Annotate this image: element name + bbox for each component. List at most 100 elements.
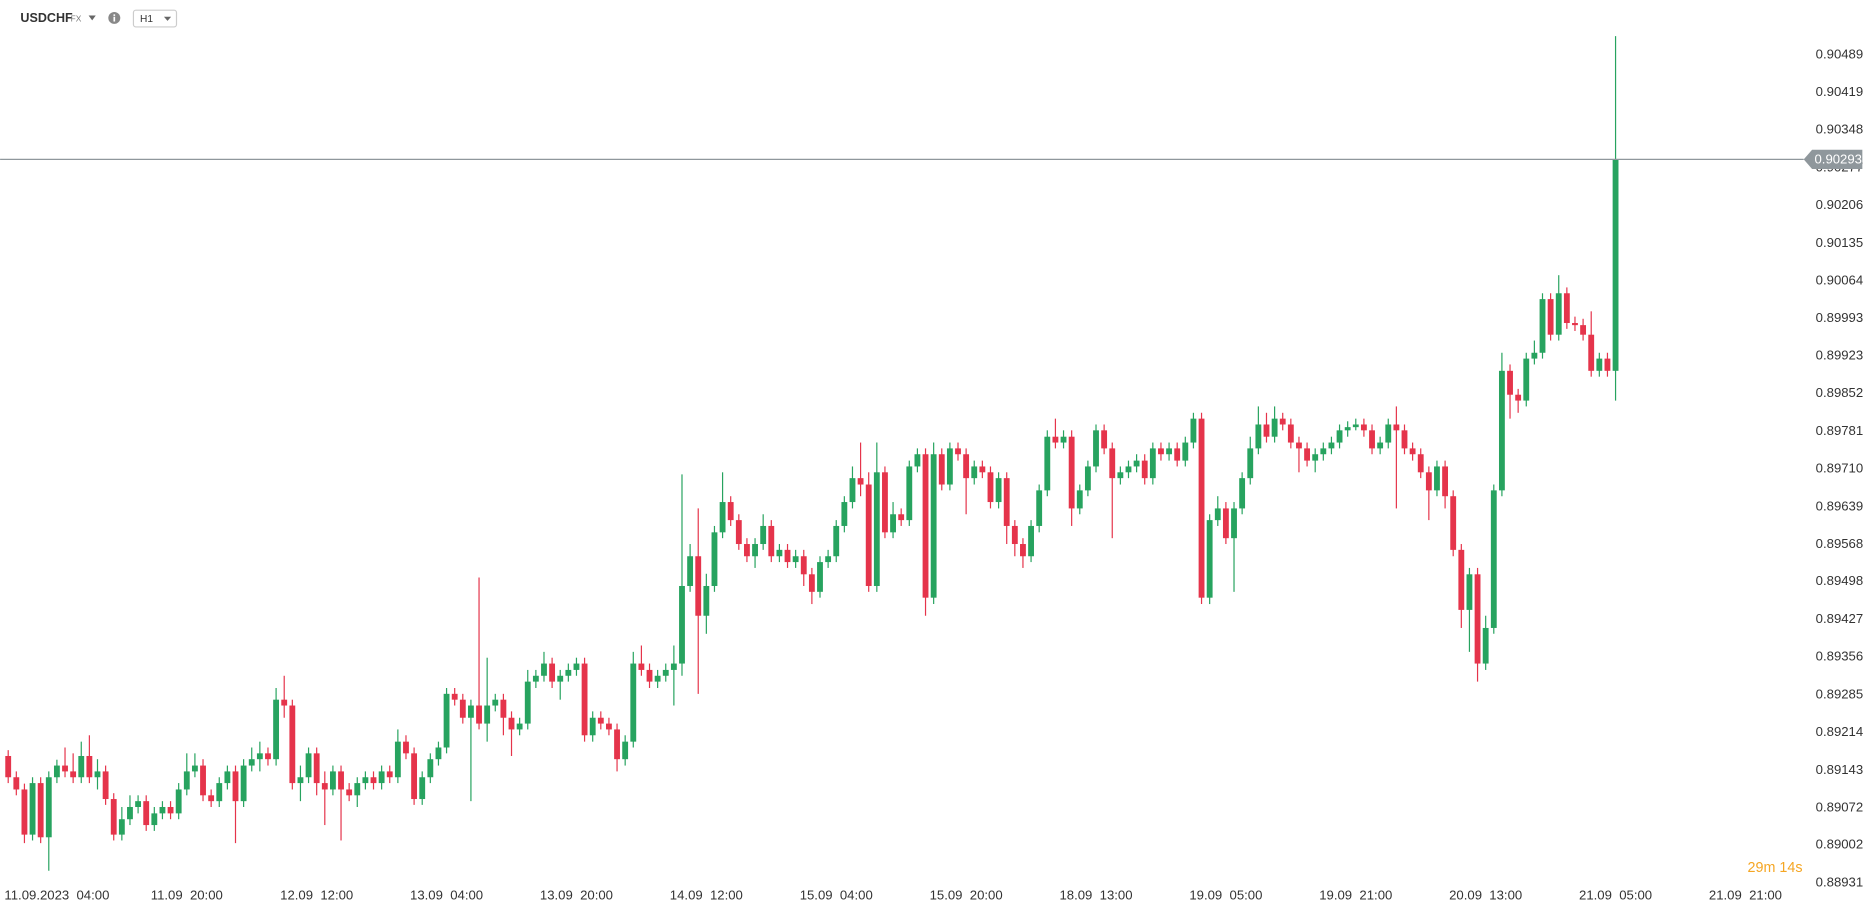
candle-body [338, 771, 344, 790]
candle-body [735, 520, 742, 545]
candle-body [1466, 574, 1473, 610]
candle-body [727, 502, 734, 521]
candle-body [565, 669, 572, 676]
candle-body [1434, 466, 1440, 491]
candle-body [1450, 496, 1457, 550]
candle-body [719, 502, 726, 533]
candle-body [1182, 442, 1189, 461]
x-tick-label: 13.09 04:00 [410, 887, 483, 902]
y-tick-label: 0.89639 [1816, 498, 1864, 513]
candle-body [492, 699, 499, 706]
candle-body [703, 585, 710, 616]
y-tick-label: 0.90064 [1816, 273, 1864, 288]
candle-body [589, 717, 596, 736]
countdown: 29m 14s [1748, 860, 1803, 876]
candle-body [1604, 358, 1611, 371]
candle-body [1263, 424, 1270, 437]
candle-body [557, 675, 564, 682]
candle-body [1247, 448, 1254, 479]
candle-body [394, 741, 401, 778]
last-price-tag [1803, 149, 1863, 169]
candle-body [946, 448, 953, 485]
x-tick-label: 13.09 20:00 [540, 887, 613, 902]
candle-body [890, 514, 896, 533]
candle-body [711, 532, 718, 586]
candle-body [1482, 627, 1489, 664]
info-dot [113, 14, 116, 16]
y-tick-label: 0.89923 [1816, 347, 1864, 362]
y-tick-label: 0.89143 [1816, 762, 1864, 777]
candle-body [646, 669, 653, 682]
y-tick-label: 0.88931 [1816, 874, 1864, 889]
candle-body [1028, 525, 1034, 557]
candle-body [581, 663, 588, 736]
timeframe: H1 [140, 14, 153, 25]
candle-body [484, 705, 491, 724]
candle-body [1369, 430, 1375, 449]
candle-body [995, 478, 1002, 503]
candle-body [1588, 334, 1595, 371]
candle-body [1580, 325, 1587, 335]
candle-body [321, 783, 328, 790]
y-tick-label: 0.89427 [1816, 611, 1864, 626]
y-tick-label: 0.89214 [1816, 724, 1864, 739]
candle-body [78, 755, 85, 778]
candle-body [1125, 466, 1132, 473]
candle-body [1198, 418, 1205, 598]
candles [5, 36, 1619, 871]
x-tick-label: 14.09 12:00 [670, 887, 743, 902]
x-tick-label: 15.09 20:00 [930, 887, 1003, 902]
candle-body [1507, 370, 1513, 395]
candle-body [1385, 424, 1392, 443]
candle-body [224, 771, 231, 784]
candle-body [143, 801, 150, 826]
candle-body [1158, 448, 1164, 455]
candle-body [695, 556, 702, 616]
candle-body [1036, 490, 1043, 526]
candle-body [411, 753, 418, 800]
candle-body [549, 663, 556, 682]
candle-body [53, 765, 60, 778]
candle-body [500, 699, 507, 718]
candle-body [1068, 436, 1075, 509]
candle-body [1393, 424, 1400, 431]
candle-body [256, 753, 263, 760]
x-tick-label: 11.09.2023 04:00 [4, 887, 109, 902]
candle-body [305, 753, 312, 778]
candle-body [5, 755, 12, 778]
candle-body [597, 717, 604, 724]
candle-body [1360, 424, 1367, 431]
candle-body [1149, 448, 1156, 479]
candle-body [1044, 436, 1051, 491]
timeframe-dropdown[interactable] [163, 16, 172, 21]
candle-body [1093, 430, 1099, 467]
candle-body [1020, 544, 1026, 557]
candle-body [86, 755, 93, 778]
candle-body [362, 777, 369, 784]
candle-body [654, 675, 661, 682]
y-tick-label: 0.90135 [1816, 235, 1864, 250]
candle-body [573, 663, 580, 670]
candle-body [62, 765, 68, 772]
y-tick-label: 0.89710 [1816, 461, 1864, 476]
symbol-dropdown[interactable] [88, 15, 96, 21]
candle-body [1239, 478, 1246, 509]
candle-body [508, 717, 515, 730]
candle-body [1596, 358, 1603, 371]
candle-body [1214, 508, 1221, 521]
candle-body [1304, 448, 1311, 461]
candle-body [1490, 490, 1497, 628]
candle-body [1003, 478, 1010, 526]
candle-body [1377, 442, 1384, 449]
symbol[interactable]: USDCHF [20, 11, 73, 25]
candle-body [638, 663, 645, 670]
candle-body [110, 799, 117, 835]
timeframe-select[interactable] [132, 9, 178, 28]
candle-body [1498, 370, 1505, 491]
candle-body [1296, 442, 1302, 449]
candle-body [662, 669, 669, 676]
candle-body [1312, 454, 1319, 461]
candle-body [849, 478, 856, 503]
candle-body [1401, 430, 1408, 449]
